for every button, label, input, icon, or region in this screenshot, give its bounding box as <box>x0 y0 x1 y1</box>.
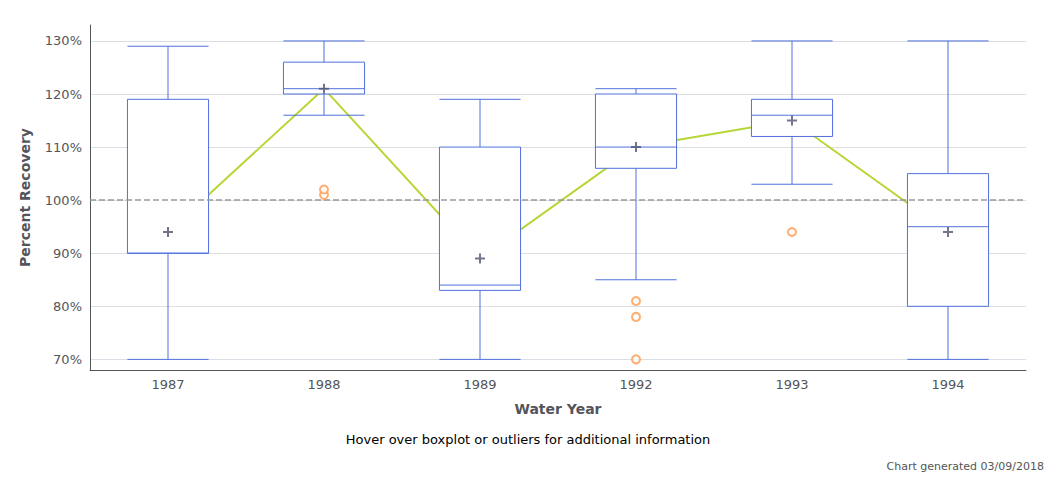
svg-text:80%: 80% <box>53 299 82 314</box>
svg-text:100%: 100% <box>45 193 82 208</box>
svg-text:Water Year: Water Year <box>514 401 601 417</box>
svg-text:1994: 1994 <box>931 377 964 392</box>
svg-text:110%: 110% <box>45 140 82 155</box>
svg-text:1987: 1987 <box>151 377 184 392</box>
svg-text:90%: 90% <box>53 246 82 261</box>
svg-text:Chart generated 03/09/2018: Chart generated 03/09/2018 <box>887 460 1044 473</box>
svg-text:1988: 1988 <box>307 377 340 392</box>
svg-text:1992: 1992 <box>619 377 652 392</box>
svg-text:Percent Recovery: Percent Recovery <box>17 128 33 267</box>
svg-text:1993: 1993 <box>775 377 808 392</box>
svg-text:Hover over boxplot or outliers: Hover over boxplot or outliers for addit… <box>346 432 711 447</box>
svg-text:1989: 1989 <box>463 377 496 392</box>
svg-text:70%: 70% <box>53 352 82 367</box>
svg-text:130%: 130% <box>45 33 82 48</box>
svg-text:120%: 120% <box>45 87 82 102</box>
